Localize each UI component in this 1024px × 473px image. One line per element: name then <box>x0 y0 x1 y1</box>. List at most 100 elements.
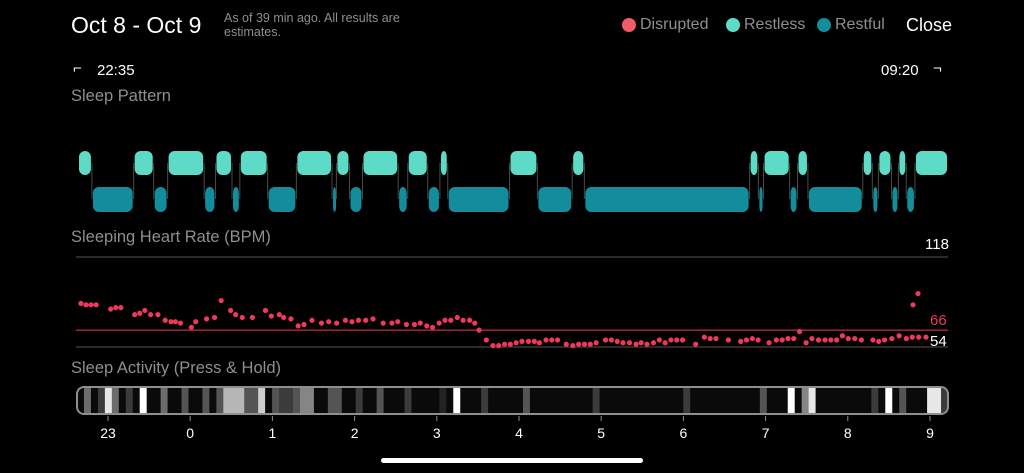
activity-bar <box>620 387 629 414</box>
hr-point <box>148 312 154 318</box>
activity-bar <box>690 387 698 414</box>
pattern-segment-restless <box>899 151 906 175</box>
restful-swatch <box>817 18 831 32</box>
hr-point <box>424 323 430 329</box>
hr-point <box>743 337 750 343</box>
activity-bar <box>578 387 587 414</box>
activity-bar <box>941 387 948 414</box>
activity-bar <box>488 387 496 414</box>
pattern-segment-restless <box>168 151 204 175</box>
activity-bar <box>801 387 810 414</box>
activity-bar <box>90 387 99 414</box>
hr-point <box>188 324 194 330</box>
activity-frame <box>76 386 949 415</box>
activity-bar <box>181 387 190 414</box>
activity-bar <box>174 387 183 414</box>
activity-bar <box>453 387 461 414</box>
end-time: 09:20 <box>881 62 919 79</box>
hr-point <box>881 337 888 343</box>
activity-bar <box>592 387 601 414</box>
activity-bar <box>160 387 169 414</box>
activity-bar <box>599 387 608 414</box>
pattern-segment-restful <box>205 187 215 212</box>
hour-axis: 23 0 1 2 3 4 5 6 7 8 9 <box>100 416 934 441</box>
activity-bar <box>738 387 747 414</box>
activity-bar <box>780 387 789 414</box>
activity-bar <box>216 387 224 414</box>
hour-tick-label: 2 <box>351 425 359 441</box>
hr-point <box>342 317 349 323</box>
hr-point <box>507 341 513 347</box>
hr-point <box>460 317 466 323</box>
hour-tick-label: 0 <box>186 425 194 441</box>
activity-bar <box>230 387 238 414</box>
activity-bar <box>752 387 761 414</box>
sleep-pattern-chart[interactable] <box>79 151 947 212</box>
hr-point <box>738 338 744 344</box>
hr-point <box>701 334 707 340</box>
hr-point <box>785 335 791 342</box>
activity-bar <box>815 387 824 414</box>
activity-bar <box>634 387 643 414</box>
activity-bar <box>313 387 322 414</box>
pattern-segment-restful <box>333 187 337 212</box>
activity-bar <box>111 387 120 414</box>
hr-point <box>889 335 895 342</box>
activity-bar <box>564 387 573 414</box>
pattern-segment-restful <box>873 187 878 212</box>
activity-bar <box>697 387 705 414</box>
hr-point <box>834 337 840 343</box>
activity-bar <box>878 387 886 414</box>
activity-bar <box>543 387 552 414</box>
hr-point <box>858 337 864 343</box>
activity-bar <box>167 387 176 414</box>
close-button[interactable]: Close <box>906 15 953 35</box>
activity-bar <box>683 387 691 414</box>
pattern-segment-restful <box>399 187 407 212</box>
activity-bar <box>439 387 447 414</box>
hr-point <box>132 312 138 318</box>
hr-point <box>815 337 822 343</box>
activity-bar <box>906 387 914 414</box>
hr-point <box>309 317 315 323</box>
hr-point <box>525 338 532 344</box>
pattern-segment-restless <box>337 151 349 175</box>
activity-bar <box>390 387 399 414</box>
hr-point <box>490 342 496 349</box>
hr-point <box>839 333 846 339</box>
heart-rate-chart <box>76 256 948 349</box>
activity-bar <box>829 387 838 414</box>
activity-bar <box>529 387 538 414</box>
activity-bar <box>857 387 865 414</box>
hr-point <box>822 337 828 343</box>
hr-point <box>650 340 657 346</box>
hr-point <box>773 337 779 343</box>
hr-point <box>910 302 916 308</box>
home-indicator[interactable] <box>381 458 643 463</box>
activity-bar <box>397 387 406 414</box>
sleep-activity-chart[interactable] <box>76 386 949 415</box>
hr-point <box>83 302 89 308</box>
hr-point <box>587 341 593 347</box>
hr-point <box>876 338 882 344</box>
activity-bar <box>920 387 928 414</box>
hr-point <box>448 317 454 323</box>
activity-bar <box>536 387 545 414</box>
hr-point <box>88 302 94 308</box>
hr-point <box>608 337 614 343</box>
activity-bar <box>299 387 308 414</box>
hr-point <box>638 340 644 346</box>
pattern-segment-restless <box>408 151 427 175</box>
activity-bar <box>460 387 468 414</box>
activity-bar <box>850 387 859 414</box>
hr-point <box>349 319 355 325</box>
hr-point <box>915 290 921 297</box>
hr-point <box>725 337 731 343</box>
hr-point <box>162 317 168 323</box>
hr-point <box>693 341 699 347</box>
activity-bar <box>515 387 524 414</box>
hr-point <box>204 316 210 322</box>
pattern-segment-restful <box>428 187 439 212</box>
hr-point <box>417 320 423 326</box>
disrupted-swatch <box>622 18 636 32</box>
